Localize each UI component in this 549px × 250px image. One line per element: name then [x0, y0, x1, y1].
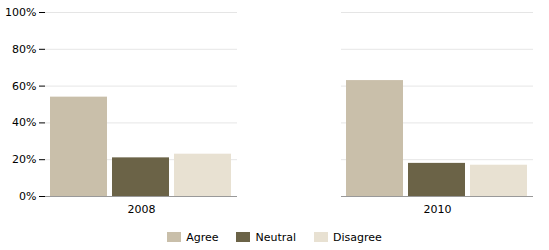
svg-text:60%: 60%	[12, 80, 36, 93]
svg-text:100%: 100%	[5, 6, 36, 19]
svg-text:0%: 0%	[19, 190, 36, 203]
svg-text:2008: 2008	[128, 203, 156, 216]
svg-text:40%: 40%	[12, 116, 36, 129]
svg-text:20%: 20%	[12, 153, 36, 166]
svg-text:80%: 80%	[12, 43, 36, 56]
html-text:Disagree: Disagree	[333, 230, 382, 244]
html-text:Neutral: Neutral	[255, 230, 297, 244]
html-text:Agree: Agree	[186, 230, 219, 244]
svg-text:2010: 2010	[424, 203, 452, 216]
